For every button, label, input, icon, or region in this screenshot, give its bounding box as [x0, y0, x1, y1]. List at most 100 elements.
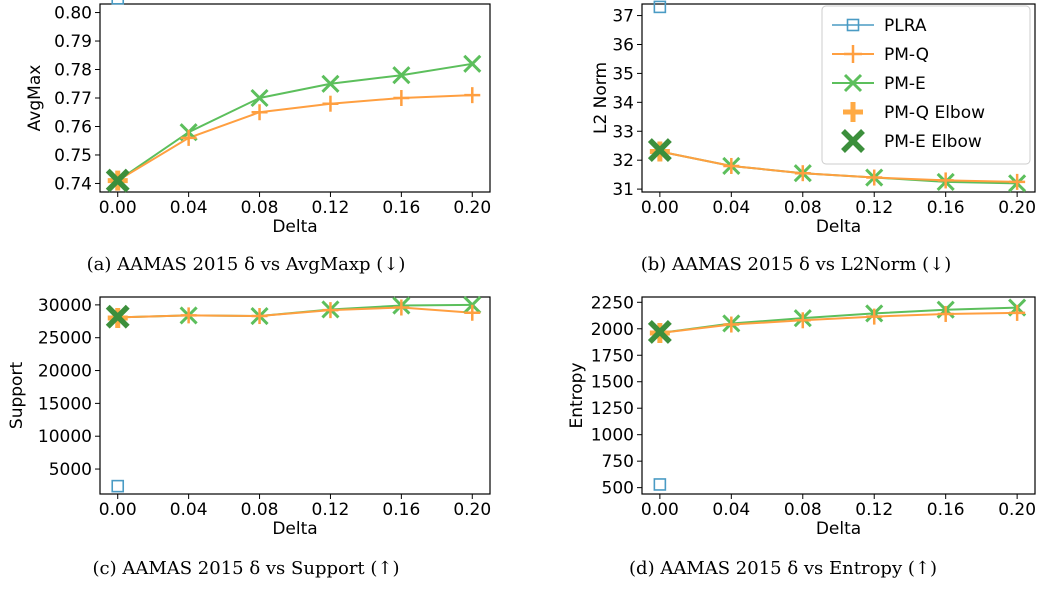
- y-tick-label: 1500: [591, 373, 634, 393]
- legend-pm-e-elbow-marker: [841, 129, 865, 153]
- legend-item: PM-E Elbow: [841, 129, 982, 153]
- x-tick-label: 0.00: [641, 500, 679, 520]
- pm-q-point: [723, 157, 740, 174]
- legend-plra-marker: [846, 18, 860, 32]
- y-axis-label: Support: [7, 362, 27, 430]
- y-tick-label: 2000: [591, 320, 634, 340]
- legend-label: PLRA: [884, 16, 927, 36]
- x-axis-label: Delta: [272, 217, 317, 237]
- pm-q-point: [393, 90, 410, 106]
- x-tick-label: 0.08: [241, 500, 279, 520]
- chart-panel-d: 500 750 1000 1250 1500 1750 2000 2250 0.00 0.04 0.…: [567, 293, 1036, 579]
- pm-q-point: [322, 95, 339, 112]
- y-tick-label: 30000: [38, 296, 92, 316]
- pm-q-point: [1009, 173, 1026, 190]
- pm-e-elbow-point: [647, 138, 672, 163]
- x-tick-label: 0.12: [855, 198, 893, 218]
- x-tick-label: 0.12: [312, 198, 350, 218]
- x-tick-label: 0.16: [927, 500, 965, 520]
- panel-caption: (b) AAMAS 2015 δ vs L2Norm (↓): [641, 254, 952, 275]
- x-tick-label: 0.12: [855, 500, 893, 520]
- pm-q-point: [251, 104, 268, 121]
- pm-e-elbow-point: [105, 168, 130, 193]
- pm-q-point: [866, 169, 883, 186]
- panel-caption: (c) AAMAS 2015 δ vs Support (↑): [92, 558, 399, 579]
- pm-q-point: [866, 308, 883, 325]
- y-tick-label: 15000: [38, 394, 92, 414]
- x-tick-label: 0.20: [453, 198, 491, 218]
- x-tick-label: 0.08: [784, 500, 822, 520]
- y-tick-label: 37: [612, 7, 634, 27]
- x-tick-label: 0.20: [998, 500, 1036, 520]
- x-tick-label: 0.16: [382, 198, 420, 218]
- pm-q-point: [794, 312, 811, 329]
- x-tick-label: 0.16: [382, 500, 420, 520]
- y-tick-label: 2250: [591, 293, 634, 313]
- pm-q-point: [180, 307, 197, 324]
- legend-item: PM-Q: [832, 45, 929, 65]
- y-tick-label: 20000: [38, 362, 92, 382]
- legend-label: PM-E: [884, 74, 926, 94]
- y-tick-label: 5000: [49, 460, 92, 480]
- y-tick-label: 0.76: [54, 117, 92, 137]
- pm-q-point: [937, 172, 954, 189]
- pm-e-point: [250, 88, 269, 108]
- y-tick-label: 0.79: [54, 32, 92, 52]
- pm-q-point: [1009, 304, 1026, 321]
- x-tick-label: 0.16: [927, 198, 965, 218]
- y-tick-label: 36: [612, 35, 634, 55]
- pm-q-point: [180, 129, 197, 146]
- pm-q-point: [723, 316, 740, 333]
- plra-point: [111, 479, 125, 493]
- plra-point: [111, 0, 125, 5]
- pm-q-point: [464, 87, 481, 104]
- x-axis-label: Delta: [816, 217, 861, 237]
- legend-label: PM-Q Elbow: [884, 103, 985, 123]
- x-tick-label: 0.00: [99, 198, 137, 218]
- pm-q-point: [937, 305, 954, 322]
- legend-item: PM-E: [832, 73, 926, 94]
- y-tick-label: 0.78: [54, 61, 92, 81]
- x-tick-label: 0.04: [712, 198, 750, 218]
- y-tick-label: 1750: [591, 346, 634, 366]
- y-tick-label: 0.80: [54, 4, 92, 24]
- y-tick-label: 1000: [591, 426, 634, 446]
- y-tick-label: 25000: [38, 329, 92, 349]
- pm-q-line: [659, 311, 1018, 335]
- y-tick-label: 500: [602, 479, 634, 499]
- y-tick-label: 10000: [38, 427, 92, 447]
- legend-label: PM-Q: [884, 45, 929, 65]
- y-tick-label: 35: [612, 64, 634, 84]
- y-tick-label: 0.74: [54, 174, 92, 194]
- pm-e-point: [463, 54, 482, 73]
- y-axis-label: L2 Norm: [591, 62, 611, 134]
- pm-q-line: [117, 94, 473, 182]
- chart-panel-a: 0.74 0.75 0.76 0.77 0.78 0.79 0.80 0.00 0.04 0.08…: [25, 0, 491, 275]
- x-tick-label: 0.08: [784, 198, 822, 218]
- y-axis-label: Entropy: [567, 362, 587, 428]
- y-tick-label: 750: [602, 452, 634, 472]
- y-tick-label: 33: [612, 122, 634, 142]
- y-tick-label: 34: [612, 93, 634, 113]
- x-tick-label: 0.20: [453, 500, 491, 520]
- pm-q-point: [464, 304, 481, 321]
- pm-q-line: [117, 306, 473, 319]
- pm-q-point: [251, 308, 268, 325]
- pm-e-elbow-point: [647, 320, 672, 344]
- legend-label: PM-E Elbow: [884, 132, 982, 152]
- x-tick-label: 0.04: [170, 198, 208, 218]
- x-tick-label: 0.20: [998, 198, 1036, 218]
- legend-pm-e-marker: [843, 73, 863, 93]
- legend-item: PLRA: [832, 16, 927, 36]
- legend-box: [821, 5, 1031, 165]
- pm-e-point: [392, 66, 411, 85]
- x-tick-label: 0.12: [312, 500, 350, 520]
- pm-e-point: [321, 74, 340, 93]
- legend-pm-q-elbow-marker: [843, 102, 863, 122]
- panel-caption: (d) AAMAS 2015 δ vs Entropy (↑): [629, 558, 937, 579]
- x-tick-label: 0.04: [712, 500, 750, 520]
- pm-q-line: [659, 150, 1018, 183]
- plot-frame: [99, 296, 491, 495]
- pm-q-point: [794, 165, 811, 182]
